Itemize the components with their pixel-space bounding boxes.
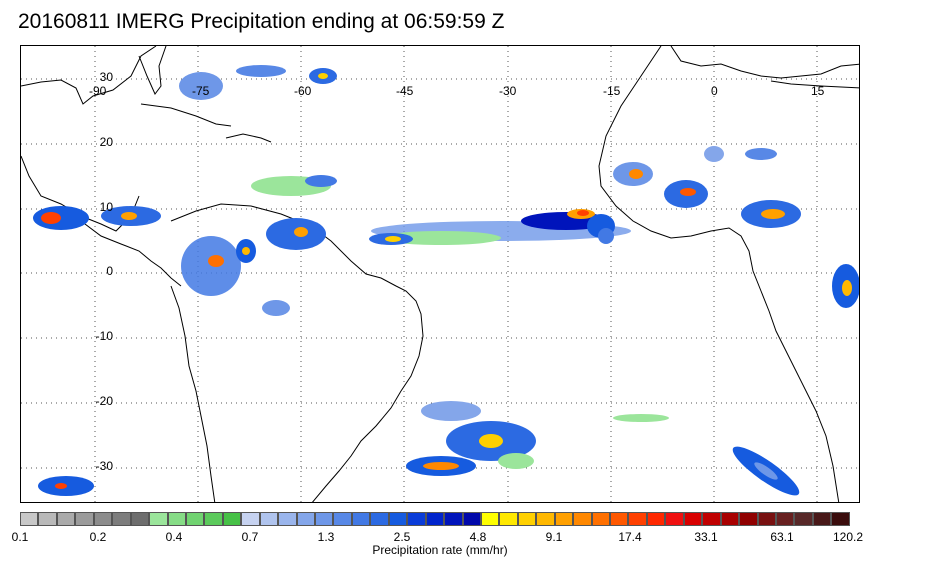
mediterranean-coast	[770, 80, 859, 89]
colorbar-tick-label: 0.4	[165, 530, 183, 544]
colorbar-swatch	[499, 512, 518, 526]
lon-label: -90	[89, 84, 107, 98]
chart-title: 20160811 IMERG Precipitation ending at 0…	[18, 10, 505, 33]
colorbar-swatch	[56, 512, 76, 526]
colorbar-tick-label: 120.2	[832, 530, 864, 544]
colorbar-swatch	[444, 512, 463, 526]
lon-label: -30	[499, 84, 517, 98]
colorbar-swatch	[517, 512, 537, 526]
colorbar-swatch	[315, 512, 334, 526]
colorbar-swatch	[775, 512, 795, 526]
florida	[138, 46, 167, 95]
colorbar-swatch	[204, 512, 223, 526]
colorbar-swatch	[259, 512, 279, 526]
north-america-coast	[21, 46, 157, 105]
colorbar-swatch	[702, 512, 721, 526]
lon-label: -60	[294, 84, 312, 98]
graticule	[21, 46, 859, 502]
colorbar-swatch	[665, 512, 684, 526]
colorbar-swatch	[407, 512, 426, 526]
central-america-convection	[33, 65, 337, 230]
colorbar-swatch	[480, 512, 500, 526]
central-america-coast	[80, 220, 182, 287]
colorbar-swatch	[610, 512, 629, 526]
colorbar-swatch	[388, 512, 408, 526]
south-america-coast	[170, 203, 424, 502]
lat-label: 20	[99, 135, 113, 149]
south-atlantic-front	[406, 401, 536, 476]
colorbar-swatch	[149, 512, 168, 526]
colorbar-swatch	[93, 512, 113, 526]
lat-label: 0	[106, 264, 113, 278]
colorbar-tick-label: 0.1	[11, 530, 29, 544]
southeast-atlantic-band	[38, 414, 800, 496]
cuba	[140, 103, 232, 127]
colorbar-swatch	[720, 512, 740, 526]
colorbar-tick-label: 17.4	[618, 530, 642, 544]
colorbar-swatch	[167, 512, 186, 526]
colorbar-title: Precipitation rate (mm/hr)	[372, 543, 508, 557]
colorbar-swatch	[241, 512, 260, 526]
lon-label: 0	[711, 84, 718, 98]
west-africa-convection	[613, 146, 859, 308]
lon-label: -15	[603, 84, 621, 98]
colorbar-swatch	[683, 512, 703, 526]
colorbar-tick-label: 1.3	[317, 530, 335, 544]
amazon-convection	[181, 218, 326, 316]
lat-label: 30	[99, 70, 113, 84]
colorbar-swatch	[296, 512, 315, 526]
colorbar-swatch	[425, 512, 445, 526]
colorbar-swatch	[112, 512, 131, 526]
colorbar-swatch	[831, 512, 850, 526]
colorbar-swatch	[794, 512, 813, 526]
lat-label: -10	[95, 329, 113, 343]
precipitation-map: -90 -75 -60 -45 -30 -15 0 15 30 20 10 0 …	[20, 45, 860, 503]
colorbar-swatch	[20, 512, 39, 526]
colorbar-swatch	[130, 512, 150, 526]
colorbar-swatch	[75, 512, 94, 526]
iberia-coast	[670, 46, 859, 79]
colorbar-swatch	[333, 512, 352, 526]
precipitation-field	[33, 65, 859, 496]
lat-label: 10	[99, 200, 113, 214]
hispaniola	[225, 133, 272, 143]
colorbar-tick-label: 9.1	[545, 530, 563, 544]
map-canvas	[21, 46, 859, 502]
colorbar-swatch	[812, 512, 832, 526]
coastlines	[21, 46, 859, 502]
colorbar	[20, 512, 850, 526]
colorbar-swatch	[573, 512, 592, 526]
itcz-atlantic-band	[369, 209, 631, 245]
colorbar-swatch	[185, 512, 205, 526]
colorbar-swatch	[646, 512, 666, 526]
south-america-west-coast	[170, 285, 216, 502]
colorbar-swatch	[628, 512, 647, 526]
colorbar-swatch	[536, 512, 555, 526]
lon-label: -75	[192, 84, 210, 98]
colorbar-swatch	[370, 512, 389, 526]
colorbar-swatch	[462, 512, 481, 526]
colorbar-swatch	[278, 512, 297, 526]
colorbar-swatch	[739, 512, 758, 526]
colorbar-tick-label: 0.2	[89, 530, 107, 544]
lon-label: -45	[396, 84, 414, 98]
colorbar-tick-label: 63.1	[770, 530, 794, 544]
lat-label: -20	[95, 394, 113, 408]
lat-label: -30	[95, 459, 113, 473]
colorbar-swatch	[554, 512, 574, 526]
colorbar-swatch	[591, 512, 610, 526]
africa-west-coast	[598, 46, 840, 502]
colorbar-swatch	[38, 512, 57, 526]
colorbar-swatch	[351, 512, 371, 526]
colorbar-swatch	[757, 512, 776, 526]
colorbar-swatch	[222, 512, 242, 526]
colorbar-tick-label: 0.7	[241, 530, 259, 544]
colorbar-tick-label: 4.8	[469, 530, 487, 544]
lon-label: 15	[811, 84, 825, 98]
colorbar-tick-label: 33.1	[694, 530, 718, 544]
colorbar-tick-label: 2.5	[393, 530, 411, 544]
